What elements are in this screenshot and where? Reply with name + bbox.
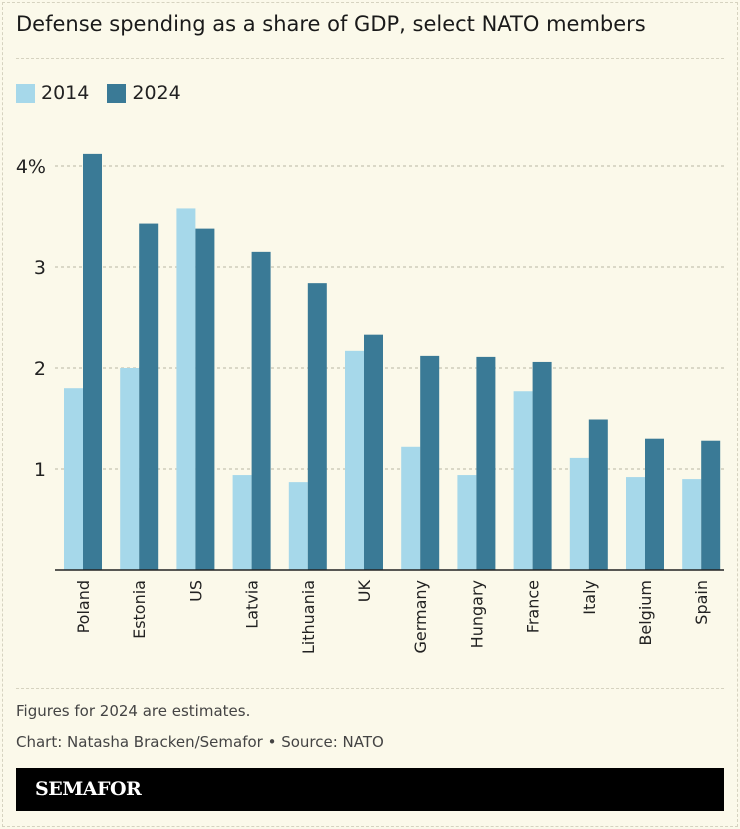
- x-tick-label: Estonia: [130, 580, 149, 639]
- y-tick-label: 3: [34, 257, 46, 279]
- legend-swatch: [107, 83, 127, 103]
- chart-title: Defense spending as a share of GDP, sele…: [16, 12, 646, 36]
- bar-hungary-2024: [476, 356, 496, 570]
- bar-belgium-2024: [645, 438, 664, 570]
- bar-estonia-2014: [120, 368, 140, 570]
- x-tick-label: Latvia: [243, 580, 262, 629]
- y-tick-label: 4%: [16, 156, 46, 178]
- bar-france-2024: [532, 361, 552, 570]
- bar-lithuania-2014: [288, 482, 308, 570]
- credit: Chart: Natasha Bracken/Semafor • Source:…: [16, 733, 384, 751]
- x-tick-label: Poland: [74, 580, 93, 633]
- bar-germany-2014: [401, 446, 421, 570]
- bar-spain-2024: [701, 440, 721, 570]
- bar-uk-2014: [345, 350, 364, 570]
- legend: 2014 2024: [16, 82, 181, 104]
- bar-latvia-2024: [251, 251, 271, 570]
- y-tick-label: 1: [34, 459, 46, 481]
- bar-italy-2024: [588, 419, 608, 570]
- footnote: Figures for 2024 are estimates.: [16, 702, 251, 720]
- bar-us-2024: [195, 228, 215, 570]
- x-tick-label: Lithuania: [299, 580, 318, 654]
- x-tick-label: US: [186, 580, 205, 602]
- bar-poland-2014: [64, 388, 83, 570]
- legend-label: 2024: [132, 82, 181, 104]
- bar-latvia-2014: [232, 475, 252, 570]
- brand-bar: SEMAFOR: [16, 768, 724, 811]
- divider: [16, 58, 724, 59]
- bar-estonia-2024: [139, 223, 159, 570]
- bar-france-2014: [513, 391, 533, 570]
- legend-item-2014: 2014: [16, 82, 89, 104]
- bar-spain-2014: [682, 479, 702, 570]
- x-tick-label: Spain: [692, 580, 711, 625]
- bar-us-2014: [176, 208, 196, 571]
- bar-hungary-2014: [457, 475, 477, 570]
- x-tick-label: Germany: [411, 580, 430, 654]
- x-tick-label: France: [524, 580, 543, 633]
- bar-uk-2024: [364, 334, 383, 570]
- x-tick-label: Italy: [580, 580, 599, 615]
- semafor-logo: SEMAFOR: [35, 778, 142, 800]
- legend-label: 2014: [41, 82, 90, 104]
- bar-italy-2014: [569, 457, 589, 570]
- x-tick-label: Belgium: [636, 580, 655, 646]
- bar-chart: 1 2 3 4% Poland Estonia US Latvia Lithuania UK Ger…: [16, 153, 724, 654]
- legend-swatch: [16, 83, 35, 103]
- x-tick-label: UK: [355, 579, 374, 602]
- divider: [16, 688, 724, 689]
- bar-poland-2024: [83, 153, 102, 570]
- bar-germany-2024: [420, 355, 440, 570]
- x-tick-label: Hungary: [467, 580, 486, 648]
- bar-belgium-2014: [626, 477, 645, 570]
- y-tick-label: 2: [34, 358, 46, 380]
- bar-lithuania-2024: [307, 283, 327, 570]
- legend-item-2024: 2024: [107, 82, 181, 104]
